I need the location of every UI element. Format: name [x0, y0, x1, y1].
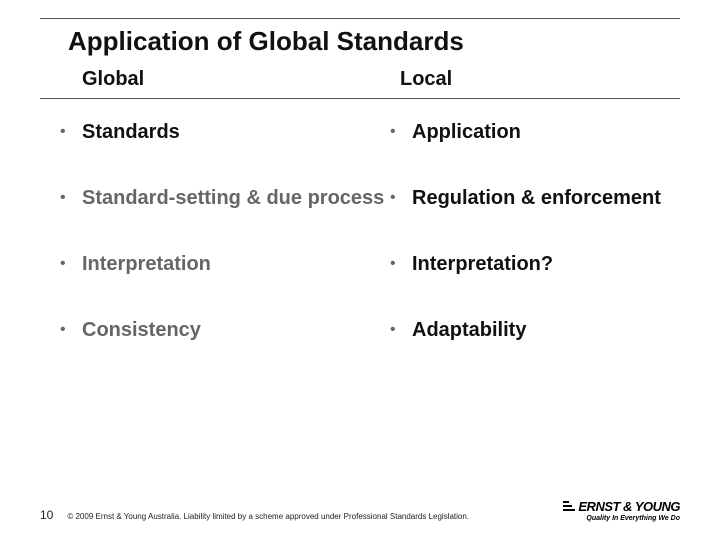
divider-top	[40, 18, 680, 19]
list-item: Interpretation?	[412, 252, 553, 276]
page-title: Application of Global Standards	[68, 26, 464, 57]
logo-name: ERNST & YOUNG	[578, 499, 680, 514]
bullet-icon: •	[390, 252, 412, 276]
list-item: Consistency	[82, 318, 201, 342]
list-row: • Interpretation • Interpretation?	[60, 252, 680, 276]
list-item: Standard-setting & due process	[82, 186, 384, 210]
copyright-text: © 2009 Ernst & Young Australia. Liabilit…	[67, 512, 469, 521]
bullet-icon: •	[60, 252, 82, 276]
list-item: Standards	[82, 120, 180, 144]
list-item: Adaptability	[412, 318, 526, 342]
page-number: 10	[40, 508, 53, 522]
column-header-global: Global	[82, 68, 144, 91]
list-item: Interpretation	[82, 252, 211, 276]
bullet-icon: •	[390, 318, 412, 342]
bullet-icon: •	[60, 318, 82, 342]
footer: 10 © 2009 Ernst & Young Australia. Liabi…	[40, 499, 680, 522]
list-row: • Consistency • Adaptability	[60, 318, 680, 342]
ey-logo: ERNST & YOUNG Quality In Everything We D…	[563, 499, 680, 522]
bullet-icon: •	[60, 186, 82, 210]
bullet-icon: •	[390, 186, 412, 210]
logo-tagline: Quality In Everything We Do	[563, 515, 680, 522]
column-header-local: Local	[400, 68, 452, 91]
list-item: Application	[412, 120, 521, 144]
bullet-icon: •	[390, 120, 412, 144]
list-row: • Standards • Application	[60, 120, 680, 144]
list-item: Regulation & enforcement	[412, 186, 661, 210]
ey-bars-icon	[563, 501, 575, 513]
content-lists: • Standards • Application • Standard-set…	[60, 120, 680, 384]
bullet-icon: •	[60, 120, 82, 144]
list-row: • Standard-setting & due process • Regul…	[60, 186, 680, 210]
divider-mid	[40, 98, 680, 99]
